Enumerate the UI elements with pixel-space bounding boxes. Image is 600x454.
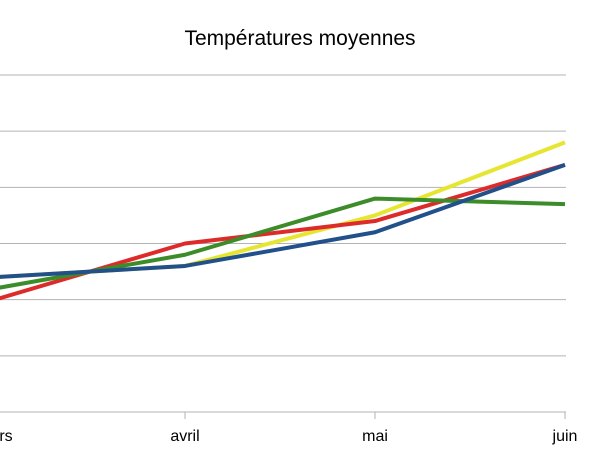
x-tick-label: avril (170, 428, 199, 445)
series-line-4 (0, 162, 566, 279)
x-tick-label: mai (362, 428, 388, 445)
chart-title: Températures moyennes (184, 27, 415, 50)
gridlines (0, 74, 566, 419)
series-lines (0, 140, 566, 301)
x-tick-label: juin (552, 428, 578, 445)
x-axis-labels: rs avril mai juin (0, 428, 577, 445)
x-tick-label: rs (0, 428, 13, 445)
series-line-1 (0, 140, 566, 279)
series-line-2 (0, 162, 566, 301)
